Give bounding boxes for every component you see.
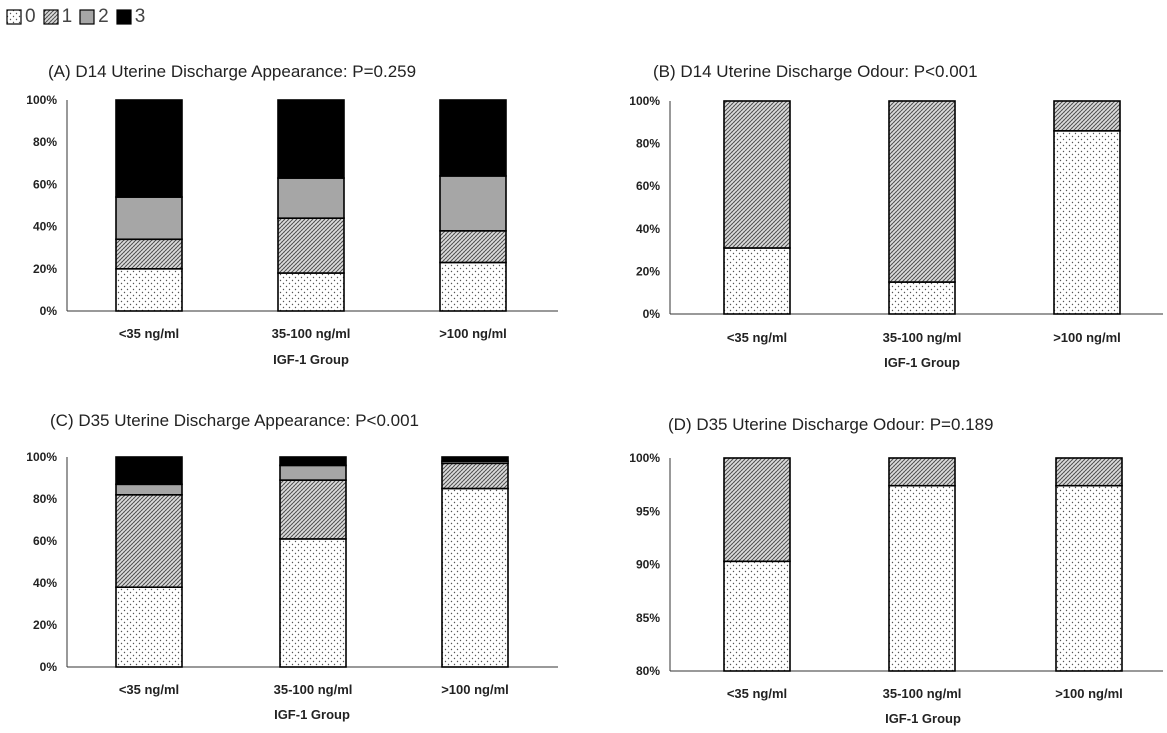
bar-segment [1053,130,1121,315]
chart-title: (C) D35 Uterine Discharge Appearance: P<… [50,411,419,430]
legend-item: 3 [116,6,146,28]
category-label: >100 ng/ml [439,326,507,341]
x-axis-title: IGF-1 Group [885,711,961,726]
y-tick-label: 100% [26,450,57,464]
legend-swatch [6,9,22,25]
y-tick-label: 100% [26,93,57,107]
x-axis-title: IGF-1 Group [273,352,349,367]
y-tick-label: 20% [33,262,57,276]
legend-item: 1 [42,6,73,28]
y-tick-label: 80% [636,137,660,151]
bar-segment [723,100,791,249]
y-tick-label: 85% [636,611,660,625]
legend-item: 0 [6,6,36,28]
y-tick-label: 95% [636,504,660,518]
bar-segment [279,456,347,467]
chart-panel: (A) D14 Uterine Discharge Appearance: P=… [26,62,558,367]
y-tick-label: 80% [33,492,57,506]
category-label: >100 ng/ml [1055,686,1123,701]
bar-segment [115,238,183,270]
chart-panel: (D) D35 Uterine Discharge Odour: P=0.189… [629,415,1163,726]
y-tick-label: 40% [33,576,57,590]
category-label: <35 ng/ml [727,686,787,701]
y-tick-label: 40% [636,222,660,236]
bar-segment [115,493,183,588]
y-tick-label: 20% [33,618,57,632]
legend-label: 2 [98,6,109,27]
category-label: >100 ng/ml [441,682,509,697]
chart-title: (B) D14 Uterine Discharge Odour: P<0.001 [653,62,978,81]
bar-segment [723,247,791,315]
bar-segment [439,175,507,232]
bar-segment [115,586,183,668]
bar-segment [439,99,507,177]
bar-segment [1053,100,1121,132]
category-label: >100 ng/ml [1053,330,1121,345]
bar-segment [115,196,183,241]
y-tick-label: 90% [636,558,660,572]
bar-segment [115,267,183,312]
category-label: 35-100 ng/ml [274,682,353,697]
category-label: 35-100 ng/ml [883,330,962,345]
bar-segment [277,272,345,312]
y-tick-label: 100% [629,451,660,465]
bar-segment [115,456,183,486]
y-tick-label: 0% [40,660,58,674]
bar-segment [115,483,183,496]
chart-title: (D) D35 Uterine Discharge Odour: P=0.189 [668,415,994,434]
bar-segment [279,479,347,540]
bar-segment [277,177,345,219]
legend-swatch [79,9,95,25]
legend-swatch [116,9,132,25]
bar-segment [888,100,956,283]
chart-title: (A) D14 Uterine Discharge Appearance: P=… [48,62,416,81]
bar-segment [279,464,347,481]
bar-segment [441,456,509,462]
y-tick-label: 80% [33,135,57,149]
bar-segment [1055,457,1123,487]
bar-segment [439,261,507,312]
bar-segment [439,230,507,264]
y-tick-label: 60% [636,179,660,193]
category-label: 35-100 ng/ml [272,326,351,341]
bar-segment [1055,484,1123,672]
bar-segment [888,281,956,315]
category-label: <35 ng/ml [727,330,787,345]
y-tick-label: 80% [636,664,660,678]
y-tick-label: 60% [33,534,57,548]
category-label: 35-100 ng/ml [883,686,962,701]
y-tick-label: 100% [629,94,660,108]
bar-segment [723,457,791,563]
bar-segment [279,538,347,668]
bar-segment [888,484,956,672]
legend-label: 3 [134,6,146,27]
legend-swatch [42,9,59,25]
legend-label: 0 [25,6,36,27]
bar-segment [723,560,791,672]
y-tick-label: 40% [33,220,57,234]
bar-segment [888,457,956,487]
y-tick-label: 0% [643,307,661,321]
x-axis-title: IGF-1 Group [884,355,960,370]
chart-panel: (B) D14 Uterine Discharge Odour: P<0.001… [629,62,1163,370]
bar-segment [115,99,183,198]
bar-segment [441,462,509,490]
chart-panel: (C) D35 Uterine Discharge Appearance: P<… [26,411,558,722]
category-label: <35 ng/ml [119,682,179,697]
legend-label: 1 [61,6,73,27]
x-axis-title: IGF-1 Group [274,707,350,722]
y-tick-label: 0% [40,304,58,318]
bar-segment [277,99,345,179]
legend: 0 1 2 3 [6,4,152,30]
y-tick-label: 60% [33,177,57,191]
bar-segment [277,217,345,274]
y-tick-label: 20% [636,264,660,278]
category-label: <35 ng/ml [119,326,179,341]
bar-segment [441,487,509,668]
legend-item: 2 [79,6,109,28]
